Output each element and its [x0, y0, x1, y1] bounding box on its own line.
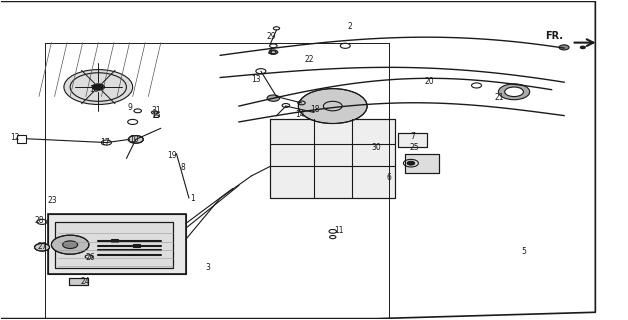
Bar	[270, 119, 395, 198]
Text: 4: 4	[268, 48, 273, 57]
Bar	[111, 239, 118, 243]
Bar	[398, 133, 426, 147]
Text: 28: 28	[34, 216, 44, 225]
Circle shape	[298, 89, 367, 124]
Bar	[69, 278, 88, 285]
Text: 31: 31	[151, 106, 161, 115]
Text: 25: 25	[409, 143, 419, 152]
Text: 27: 27	[37, 242, 47, 251]
Text: 21: 21	[495, 93, 504, 102]
Text: 20: 20	[425, 77, 435, 86]
Text: 11: 11	[334, 226, 344, 235]
Bar	[55, 222, 173, 268]
Text: 18: 18	[310, 105, 320, 114]
Text: 14: 14	[295, 110, 305, 119]
Circle shape	[499, 84, 529, 100]
Text: 29: 29	[267, 32, 276, 41]
Text: 9: 9	[127, 103, 132, 112]
Bar	[17, 135, 26, 142]
Bar	[398, 133, 426, 147]
Text: 24: 24	[81, 277, 90, 286]
Circle shape	[407, 161, 414, 165]
Bar	[404, 154, 439, 173]
Circle shape	[267, 95, 279, 101]
Circle shape	[271, 51, 276, 53]
Circle shape	[63, 241, 78, 249]
Circle shape	[559, 45, 569, 50]
Bar	[69, 278, 88, 285]
Text: 26: 26	[85, 253, 95, 262]
Text: 5: 5	[521, 247, 526, 257]
Bar	[48, 214, 186, 274]
Text: 17: 17	[100, 138, 109, 147]
Circle shape	[35, 244, 50, 251]
Text: 1: 1	[190, 194, 195, 203]
Bar	[270, 119, 395, 198]
Text: 23: 23	[48, 196, 58, 205]
Text: 19: 19	[167, 151, 177, 160]
Text: 7: 7	[410, 132, 415, 141]
Text: 13: 13	[252, 75, 261, 84]
Circle shape	[580, 46, 585, 49]
Circle shape	[64, 69, 133, 105]
Text: 16: 16	[89, 85, 99, 94]
Circle shape	[92, 84, 104, 90]
Text: 12: 12	[11, 133, 20, 142]
Bar	[55, 222, 173, 268]
Text: 6: 6	[387, 173, 391, 182]
Circle shape	[269, 50, 278, 54]
Text: 3: 3	[205, 263, 210, 272]
Bar	[404, 154, 439, 173]
Text: 2: 2	[348, 22, 353, 31]
Text: 10: 10	[129, 135, 139, 144]
Text: 15: 15	[151, 111, 161, 120]
Bar	[133, 244, 140, 247]
Text: 22: 22	[304, 55, 314, 64]
Text: FR.: FR.	[545, 31, 563, 41]
Circle shape	[505, 87, 524, 97]
Text: 30: 30	[372, 143, 381, 152]
Circle shape	[51, 235, 89, 254]
Bar	[48, 214, 186, 274]
Circle shape	[128, 136, 143, 143]
Text: 8: 8	[180, 164, 185, 172]
